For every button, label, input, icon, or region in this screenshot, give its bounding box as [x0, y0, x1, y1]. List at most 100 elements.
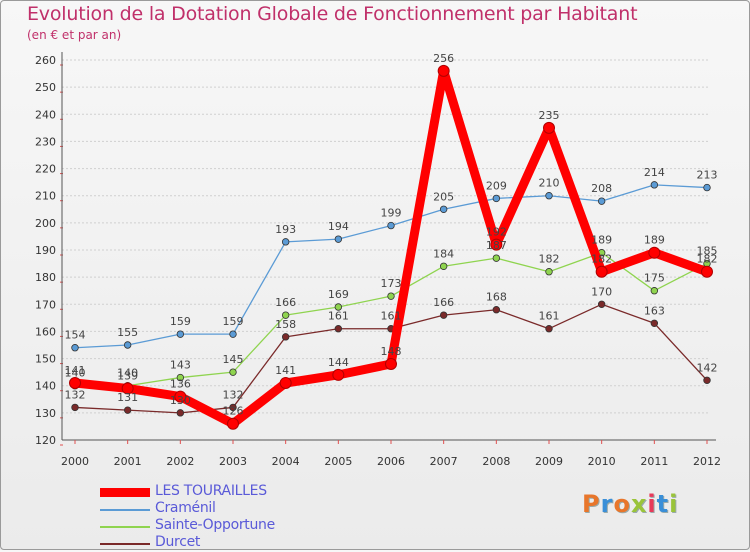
data-label: 139	[117, 369, 138, 382]
data-point	[597, 300, 606, 308]
data-label: 175	[644, 272, 665, 285]
data-point	[176, 330, 185, 338]
data-label: 143	[170, 359, 191, 372]
data-label: 126	[223, 405, 244, 418]
y-tick-label: 230	[35, 135, 56, 148]
data-point	[176, 373, 185, 382]
data-point	[229, 330, 237, 338]
series-lines	[69, 64, 713, 430]
data-label: 148	[381, 345, 402, 358]
data-point	[545, 325, 553, 333]
data-point	[650, 319, 659, 327]
data-label: 256	[433, 52, 454, 65]
data-point	[439, 262, 448, 270]
logo-letter: x	[630, 490, 648, 518]
data-point	[176, 409, 185, 417]
x-tick-label: 2007	[430, 455, 458, 468]
x-tick-label: 2008	[482, 455, 510, 468]
y-tick-label: 220	[35, 163, 56, 176]
data-label: 168	[486, 291, 507, 304]
data-label: 194	[328, 220, 349, 233]
data-label: 130	[170, 394, 191, 407]
logo-letter: P	[582, 490, 601, 518]
data-point	[387, 292, 395, 300]
data-label: 161	[381, 310, 402, 323]
data-label: 192	[486, 226, 507, 239]
data-label: 193	[275, 223, 296, 236]
legend-swatch	[100, 488, 150, 497]
x-tick-label: 2005	[324, 455, 352, 468]
data-point	[229, 403, 237, 412]
x-tick-label: 2004	[272, 455, 300, 468]
x-tick-label: 2011	[640, 455, 668, 468]
y-tick-label: 190	[35, 244, 56, 257]
x-tick-label: 2009	[535, 455, 563, 468]
data-label: 205	[433, 190, 454, 203]
y-tick-label: 260	[35, 54, 56, 67]
data-point	[281, 311, 290, 319]
logo-letter: r	[600, 490, 614, 518]
data-label: 140	[117, 367, 138, 380]
data-label: 173	[381, 277, 402, 290]
data-label: 161	[539, 310, 560, 323]
data-point	[121, 382, 134, 395]
legend-swatch	[100, 526, 150, 528]
data-point	[387, 221, 395, 230]
legend-swatch	[100, 509, 150, 511]
chart-subtitle: (en € et par an)	[27, 28, 122, 42]
y-tick-label: 120	[35, 434, 56, 447]
data-label: 169	[328, 288, 349, 301]
data-label: 189	[591, 234, 612, 247]
x-tick-label: 2012	[693, 455, 721, 468]
legend-label: LES TOURAILLES	[155, 483, 267, 499]
data-point	[650, 287, 659, 295]
data-point	[595, 265, 608, 278]
y-tick-label: 170	[35, 298, 56, 311]
data-label: 187	[486, 239, 507, 252]
chart-title: Evolution de la Dotation Globale de Fonc…	[27, 3, 638, 25]
legend-swatch	[100, 543, 150, 545]
x-tick-label: 2006	[377, 455, 405, 468]
data-point	[545, 192, 553, 200]
data-point	[281, 333, 290, 341]
legend-label: Sainte-Opportune	[155, 517, 275, 533]
x-tick-label: 2003	[219, 455, 247, 468]
data-label: 170	[591, 285, 612, 298]
data-point	[648, 246, 661, 259]
y-tick-label: 250	[35, 81, 56, 94]
data-point	[650, 181, 659, 189]
data-label: 142	[697, 361, 718, 374]
data-label: 131	[117, 391, 138, 404]
data-point	[332, 368, 345, 381]
data-point	[492, 254, 501, 262]
data-label: 136	[170, 378, 191, 391]
data-point	[334, 235, 343, 243]
data-label: 163	[644, 304, 665, 317]
data-point	[334, 325, 343, 333]
data-point	[597, 197, 606, 205]
data-label: 208	[591, 182, 612, 195]
data-point	[385, 358, 397, 370]
data-point	[703, 183, 711, 192]
data-label: 159	[223, 315, 244, 328]
x-tick-label: 2000	[61, 455, 89, 468]
data-label: 235	[539, 109, 560, 122]
data-point	[701, 265, 713, 278]
y-tick-label: 160	[35, 325, 56, 338]
data-point	[492, 306, 501, 314]
data-point	[174, 390, 187, 403]
data-point	[69, 377, 81, 389]
x-tick-label: 2002	[166, 455, 194, 468]
data-point	[490, 238, 503, 251]
data-label: 141	[275, 364, 296, 377]
legend-label: Durcet	[155, 534, 201, 550]
data-point	[229, 368, 237, 376]
data-label: 189	[644, 234, 665, 247]
data-point	[227, 417, 239, 430]
data-point	[492, 194, 501, 203]
data-point	[543, 121, 555, 134]
y-tick-label: 180	[35, 271, 56, 284]
data-labels: 154 155 159 159 193 194 199 205 209 210 208 214 213 1…	[65, 52, 718, 418]
logo-letter: t	[656, 490, 670, 518]
data-label: 154	[65, 329, 86, 342]
